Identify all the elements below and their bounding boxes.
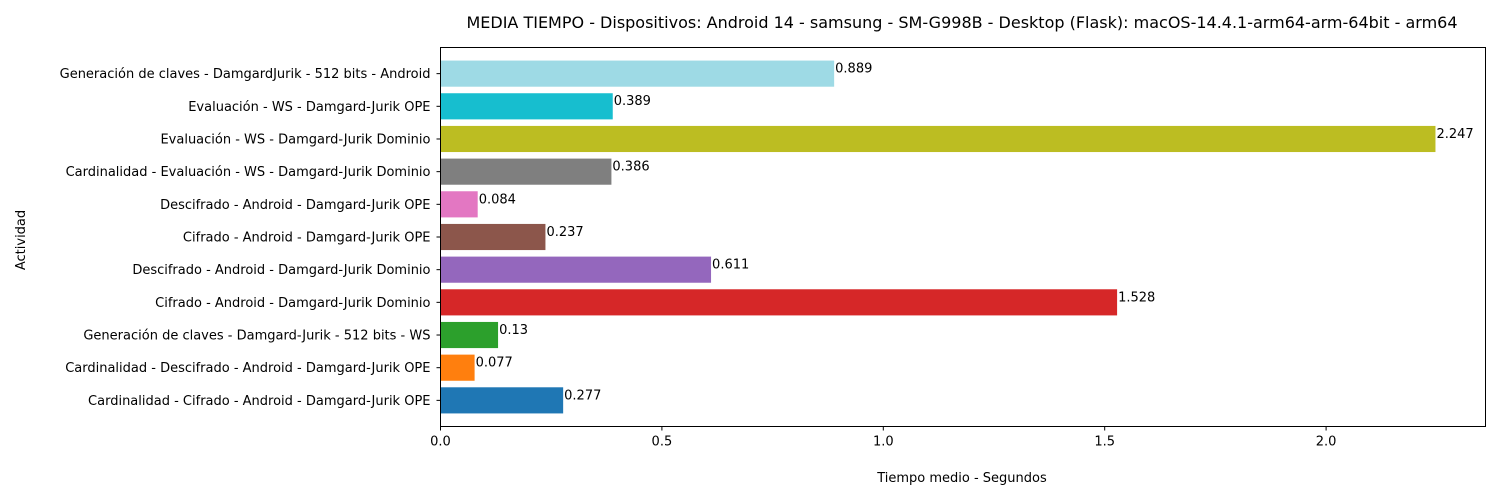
x-tick-label: 0.0 — [430, 435, 451, 450]
y-tick-label: Generación de claves - Damgard-Jurik - 5… — [83, 329, 430, 344]
value-labels-layer: 0.277 0.077 0.13 1.528 0.611 0.237 0.084 0.386 2… — [476, 62, 1474, 404]
y-tick-label: Generación de claves - DamgardJurik - 51… — [60, 67, 431, 82]
bar — [440, 191, 478, 218]
bar-value-label: 0.611 — [712, 258, 749, 273]
x-axis-label: Tiempo medio - Segundos — [876, 471, 1047, 486]
bar-value-label: 0.889 — [835, 62, 872, 77]
bars-layer — [440, 60, 1436, 414]
y-tick-label: Evaluación - WS - Damgard-Jurik OPE — [188, 100, 430, 115]
y-tick-label: Cifrado - Android - Damgard-Jurik Domini… — [155, 296, 430, 311]
y-tick-label: Descifrado - Android - Damgard-Jurik OPE — [160, 198, 430, 213]
bar — [440, 321, 499, 349]
bar-value-label: 0.077 — [476, 356, 513, 371]
y-axis: Cardinalidad - Cifrado - Android - Damga… — [60, 67, 441, 409]
bar — [440, 354, 475, 381]
bar — [440, 256, 712, 283]
x-tick-label: 2.0 — [1316, 435, 1337, 450]
y-tick-label: Cardinalidad - Descifrado - Android - Da… — [65, 361, 430, 376]
x-tick-label: 0.5 — [652, 435, 673, 450]
x-axis: 0.0 0.5 1.0 1.5 2.0 — [430, 426, 1337, 450]
x-tick-label: 1.0 — [873, 435, 894, 450]
x-tick-label: 1.5 — [1094, 435, 1115, 450]
bar — [440, 125, 1436, 153]
bar-value-label: 0.386 — [612, 160, 649, 175]
chart-title: MEDIA TIEMPO - Dispositivos: Android 14 … — [466, 13, 1457, 32]
bar — [440, 93, 613, 120]
bar-value-label: 0.389 — [614, 94, 651, 109]
bar — [440, 158, 612, 185]
plot-frame — [440, 47, 1486, 427]
y-tick-label: Evaluación - WS - Damgard-Jurik Dominio — [160, 132, 430, 147]
bar — [440, 223, 546, 251]
bar-value-label: 0.277 — [564, 388, 601, 403]
bar-value-label: 0.084 — [479, 192, 516, 207]
y-tick-label: Descifrado - Android - Damgard-Jurik Dom… — [132, 263, 430, 278]
y-tick-label: Cifrado - Android - Damgard-Jurik OPE — [183, 231, 431, 246]
bar-value-label: 0.237 — [546, 225, 583, 240]
bar-value-label: 0.13 — [499, 323, 528, 338]
y-tick-label: Cardinalidad - Evaluación - WS - Damgard… — [66, 165, 431, 180]
bar-value-label: 2.247 — [1436, 127, 1473, 142]
y-axis-label: Actividad — [14, 210, 29, 270]
bar — [440, 60, 835, 87]
bar-value-label: 1.528 — [1118, 290, 1155, 305]
y-tick-label: Cardinalidad - Cifrado - Android - Damga… — [88, 394, 430, 409]
bar — [440, 289, 1118, 316]
bar — [440, 387, 564, 414]
